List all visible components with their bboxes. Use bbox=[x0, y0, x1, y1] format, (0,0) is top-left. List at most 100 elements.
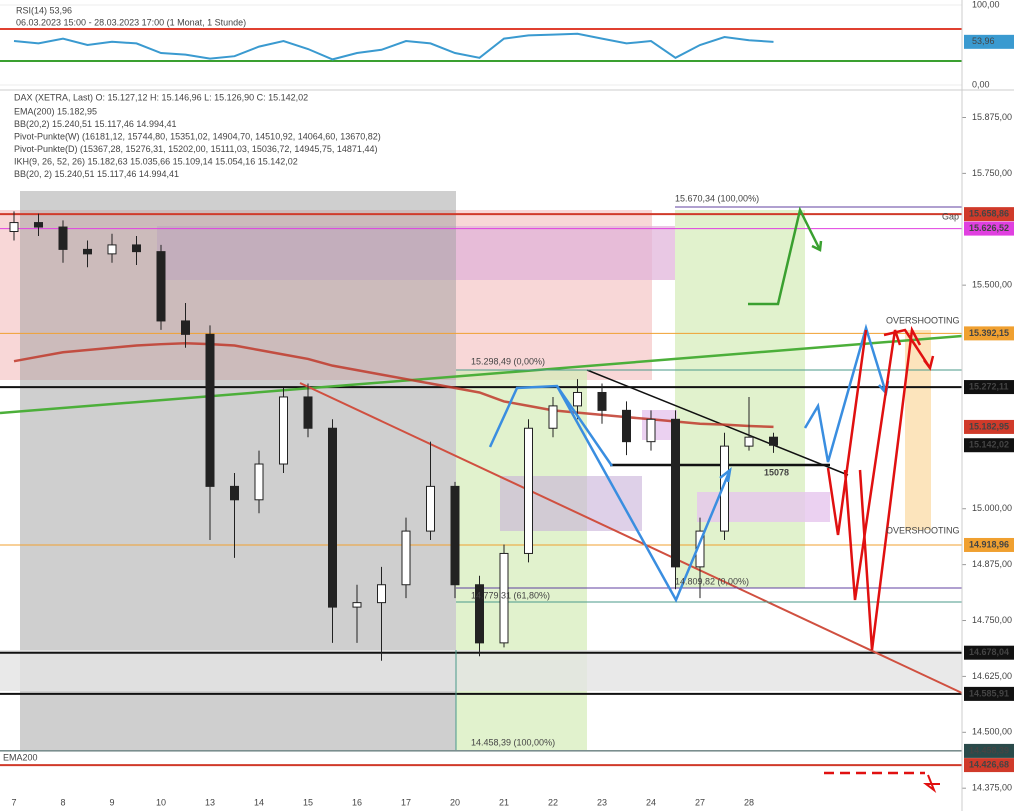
y-tick-label: 15.750,00 bbox=[972, 168, 1012, 178]
candle-body bbox=[254, 463, 264, 501]
level-label: 15.182,95 bbox=[969, 421, 1009, 431]
y-tick-label: 15.875,00 bbox=[972, 112, 1012, 122]
candle-body bbox=[328, 427, 337, 608]
level-label: 14.458,39 bbox=[969, 745, 1009, 755]
annotation: 15078 bbox=[764, 467, 789, 477]
level-badge bbox=[964, 743, 1014, 758]
zone bbox=[697, 492, 830, 522]
candle-body bbox=[377, 584, 386, 604]
x-tick-label: 27 bbox=[695, 797, 705, 807]
level-badge bbox=[964, 207, 1014, 222]
level-label: 15.658,86 bbox=[969, 209, 1009, 219]
y-tick-label: 15.500,00 bbox=[972, 280, 1012, 290]
rsi-line bbox=[13, 32, 774, 61]
level-badge bbox=[964, 326, 1014, 341]
level-badge bbox=[964, 221, 1014, 236]
annotation: EMA200 bbox=[3, 752, 38, 762]
level-label: 15.142,02 bbox=[969, 440, 1009, 450]
level-badge bbox=[964, 419, 1014, 434]
indicator-label: IKH(9, 26, 52, 26) 15.182,63 15.035,66 1… bbox=[14, 156, 298, 166]
candle-body bbox=[279, 396, 288, 465]
x-tick-label: 23 bbox=[597, 797, 607, 807]
x-tick-label: 10 bbox=[156, 797, 166, 807]
annotation: OVERSHOOTING bbox=[886, 525, 960, 535]
candle-body bbox=[181, 320, 190, 335]
indicator-label: BB(20,2) 15.240,51 15.117,46 14.994,41 bbox=[14, 119, 176, 129]
value-badge bbox=[964, 34, 1014, 49]
candle-body bbox=[58, 226, 68, 250]
level-label: 15.272,11 bbox=[969, 381, 1009, 391]
annotation: 14.779,31 (61,80%) bbox=[471, 590, 550, 600]
candle-body bbox=[352, 602, 362, 608]
candle-body bbox=[34, 222, 43, 228]
x-tick-label: 17 bbox=[401, 797, 411, 807]
x-tick-label: 21 bbox=[499, 797, 509, 807]
rsi-last-label: 53,96 bbox=[972, 36, 995, 46]
y-tick-label: 14.875,00 bbox=[972, 559, 1012, 569]
level-badge bbox=[964, 686, 1014, 701]
candle-body bbox=[132, 244, 141, 253]
candle-body bbox=[597, 391, 607, 411]
candle-body bbox=[646, 418, 656, 443]
x-tick-label: 13 bbox=[205, 797, 215, 807]
x-tick-label: 14 bbox=[254, 797, 264, 807]
candle-body bbox=[622, 409, 631, 443]
rsi-title: RSI(14) 53,96 bbox=[16, 5, 72, 15]
level-label: 14.426,68 bbox=[969, 759, 1009, 769]
candle-body bbox=[401, 530, 411, 586]
x-tick-label: 24 bbox=[646, 797, 656, 807]
indicator-label: EMA(200) 15.182,95 bbox=[14, 106, 97, 116]
candle-body bbox=[450, 485, 460, 586]
x-tick-label: 8 bbox=[60, 797, 65, 807]
candle-body bbox=[107, 244, 117, 255]
annotation: OVERSHOOTING bbox=[886, 315, 960, 325]
level-badge bbox=[964, 380, 1014, 395]
x-tick-label: 7 bbox=[11, 797, 16, 807]
y-tick-label: 0,00 bbox=[972, 79, 990, 89]
trend-line bbox=[299, 382, 963, 694]
annotation: 14.458,39 (100,00%) bbox=[471, 737, 555, 747]
candle-body bbox=[671, 418, 680, 568]
candle-body bbox=[156, 251, 166, 322]
x-tick-label: 15 bbox=[303, 797, 313, 807]
zone bbox=[675, 210, 805, 588]
candle-body bbox=[83, 248, 92, 255]
level-label: 15.392,15 bbox=[969, 328, 1009, 338]
x-tick-label: 9 bbox=[109, 797, 114, 807]
candle-body bbox=[303, 396, 313, 429]
level-badge bbox=[964, 758, 1014, 773]
arrows bbox=[488, 206, 940, 793]
candle-body bbox=[548, 405, 558, 429]
candle-body bbox=[230, 485, 239, 501]
trend-line bbox=[0, 334, 963, 415]
trend-line bbox=[586, 369, 849, 476]
annotation: 14.809,82 (0,00%) bbox=[675, 576, 749, 586]
level-label: 14.585,91 bbox=[969, 688, 1009, 698]
candle-body bbox=[426, 485, 435, 532]
candle-body bbox=[573, 391, 582, 407]
candle-body bbox=[769, 436, 778, 446]
candle-body bbox=[720, 445, 729, 532]
annotation: Gap bbox=[942, 211, 959, 221]
y-tick-label: 14.625,00 bbox=[972, 671, 1012, 681]
rsi-range: 06.03.2023 15:00 - 28.03.2023 17:00 (1 M… bbox=[16, 17, 246, 27]
candle-body bbox=[499, 552, 509, 644]
annotation: 15.670,34 (100,00%) bbox=[675, 193, 759, 203]
zone bbox=[500, 476, 642, 531]
y-tick-label: 100,00 bbox=[972, 0, 1000, 9]
x-tick-label: 16 bbox=[352, 797, 362, 807]
x-tick-label: 20 bbox=[450, 797, 460, 807]
level-label: 15.626,52 bbox=[969, 223, 1009, 233]
annotation: 15.298,49 (0,00%) bbox=[471, 356, 545, 366]
y-tick-label: 14.375,00 bbox=[972, 783, 1012, 793]
y-tick-label: 15.000,00 bbox=[972, 503, 1012, 513]
candle-body bbox=[524, 427, 533, 554]
candle-body bbox=[9, 222, 19, 233]
indicator-label: Pivot-Punkte(D) (15367,28, 15276,31, 152… bbox=[14, 144, 377, 154]
y-tick-label: 14.500,00 bbox=[972, 727, 1012, 737]
level-badge bbox=[964, 438, 1014, 453]
rsi-panel bbox=[0, 0, 962, 90]
candle-body bbox=[744, 436, 754, 447]
candle-body bbox=[475, 584, 484, 644]
chart-title: DAX (XETRA, Last) O: 15.127,12 H: 15.146… bbox=[14, 92, 308, 102]
